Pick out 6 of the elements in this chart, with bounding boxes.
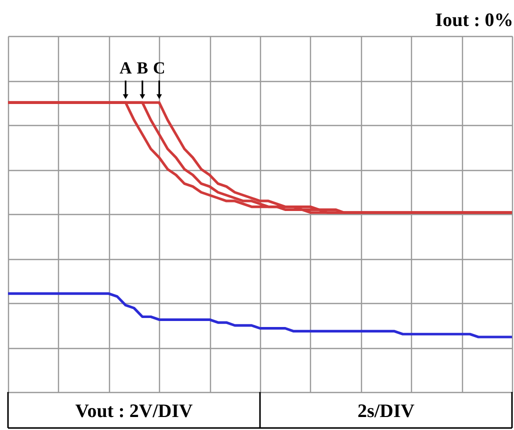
- annotation: B: [136, 58, 148, 78]
- annotation: C: [153, 58, 166, 78]
- annotation: A: [119, 58, 132, 78]
- text: Vout : 2V/DIV: [75, 401, 194, 422]
- chart-title: Iout : 0%: [435, 10, 514, 31]
- x-axis-title: 2s/DIV: [357, 401, 415, 422]
